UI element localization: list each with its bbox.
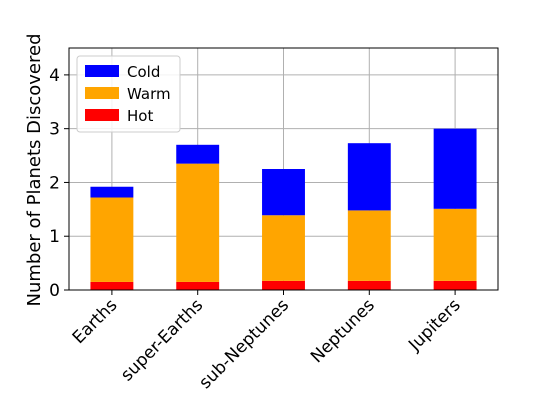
legend-swatch-cold [85,65,119,77]
y-axis-label: Number of Planets Discovered [24,33,45,306]
legend: Cold Warm Hot [76,55,181,133]
y-axis-ticks: 0 1 2 3 4 [49,66,69,301]
y-tick-label-1: 1 [49,227,60,247]
y-tick-label-4: 4 [49,66,60,86]
legend-swatch-warm [85,87,119,99]
legend-label-cold: Cold [127,63,160,81]
bar-cold-2 [262,169,305,216]
y-tick-label-2: 2 [49,173,60,193]
y-tick-label-3: 3 [49,120,60,140]
x-tick-label-0: Earths [69,295,122,348]
bar-hot-1 [176,281,220,290]
bar-warm-3 [347,210,391,281]
x-tick-label-2: sub-Neptunes [195,295,293,393]
bar-cold-4 [433,128,477,209]
bar-stacks [90,128,477,290]
bar-hot-0 [90,281,134,290]
legend-label-hot: Hot [127,107,153,125]
bar-warm-1 [176,163,220,282]
bar-cold-1 [176,144,220,164]
bar-hot-2 [262,280,305,290]
bar-cold-3 [347,143,391,211]
legend-label-warm: Warm [127,85,171,103]
bar-hot-4 [433,280,477,290]
x-tick-label-3: Neptunes [307,295,379,367]
bar-warm-2 [262,215,305,281]
x-tick-label-4: Jupiters [404,295,464,355]
bar-warm-4 [433,208,477,281]
bar-hot-3 [347,280,391,290]
bar-cold-0 [90,186,134,198]
y-tick-label-0: 0 [49,281,60,301]
legend-swatch-hot [85,109,119,121]
x-tick-label-1: super-Earths [117,295,207,385]
bar-warm-0 [90,197,134,282]
